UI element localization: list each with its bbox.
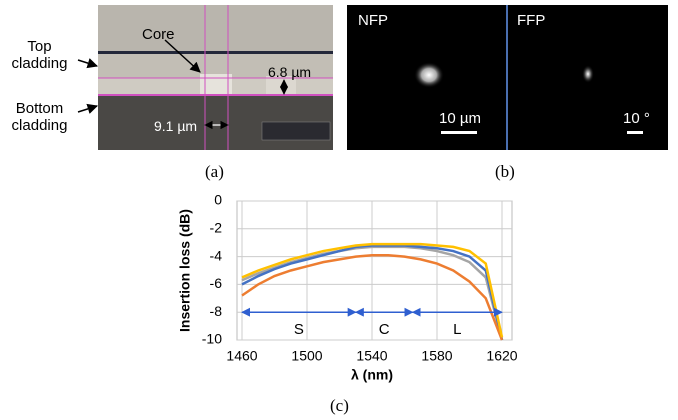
- y-tick-label: -8: [210, 303, 223, 319]
- y-tick-label: -2: [210, 220, 223, 236]
- y-tick-label: 0: [214, 192, 222, 208]
- band-label: C: [379, 321, 390, 338]
- x-axis-label: λ (nm): [351, 367, 393, 383]
- series-line: [241, 253, 504, 341]
- top-cladding-label: Top cladding: [11, 38, 68, 72]
- band-label: L: [453, 321, 461, 338]
- ffp-label: FFP: [517, 12, 546, 29]
- x-tick-label: 1580: [421, 348, 452, 364]
- band-label: S: [294, 321, 304, 338]
- x-tick-label: 1540: [356, 348, 387, 364]
- series-line: [241, 245, 504, 341]
- micrograph: [77, 5, 333, 150]
- plot-area: [236, 200, 513, 341]
- x-tick-label: 1500: [291, 348, 322, 364]
- height-label: 6.8 µm: [268, 64, 312, 80]
- series-line: [241, 244, 504, 341]
- y-tick-label: -10: [202, 331, 222, 347]
- field-images: [347, 5, 668, 150]
- nfp-label: NFP: [358, 12, 388, 29]
- bottom-cladding-label: Bottom cladding: [11, 100, 68, 134]
- y-tick-label: -6: [210, 275, 223, 291]
- width-label: 9.1 µm: [154, 118, 198, 134]
- nfp-scale-label: 10 µm: [439, 110, 481, 127]
- core-label: Core: [142, 26, 175, 43]
- ffp-scale-label: 10 °: [623, 110, 650, 127]
- y-axis-label: Insertion loss (dB): [177, 209, 193, 332]
- series-line: [241, 242, 504, 338]
- caption-a: (a): [205, 162, 224, 181]
- x-tick-label: 1620: [486, 348, 517, 364]
- y-tick-label: -4: [210, 247, 223, 263]
- x-tick-label: 1460: [226, 348, 257, 364]
- caption-b: (b): [495, 162, 515, 181]
- caption-c: (c): [330, 396, 349, 415]
